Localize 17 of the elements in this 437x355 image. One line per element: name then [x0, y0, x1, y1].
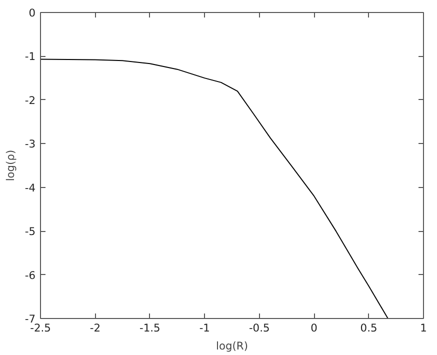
x-tick-label: -1.5: [140, 322, 160, 334]
y-axis-title: log(ρ): [4, 150, 17, 182]
y-tick-label: -3: [24, 138, 36, 151]
y-tick-label: -6: [24, 268, 36, 282]
line-series: [40, 58, 388, 318]
y-tick-label: -4: [24, 181, 36, 194]
y-tick-label: -1: [24, 50, 36, 64]
x-tick-label: -1: [199, 322, 210, 334]
x-tick-label: -2: [90, 322, 101, 334]
x-tick-label: 0: [310, 322, 318, 334]
x-tick-label: -0.5: [248, 322, 270, 334]
x-tick-label: 1: [420, 322, 427, 334]
x-tick-label: 0.5: [360, 322, 378, 334]
y-tick-label: -2: [24, 94, 36, 107]
y-tick-label: 0: [28, 6, 36, 20]
y-tick-label: -5: [24, 225, 36, 238]
x-axis-title: log(R): [216, 340, 248, 352]
